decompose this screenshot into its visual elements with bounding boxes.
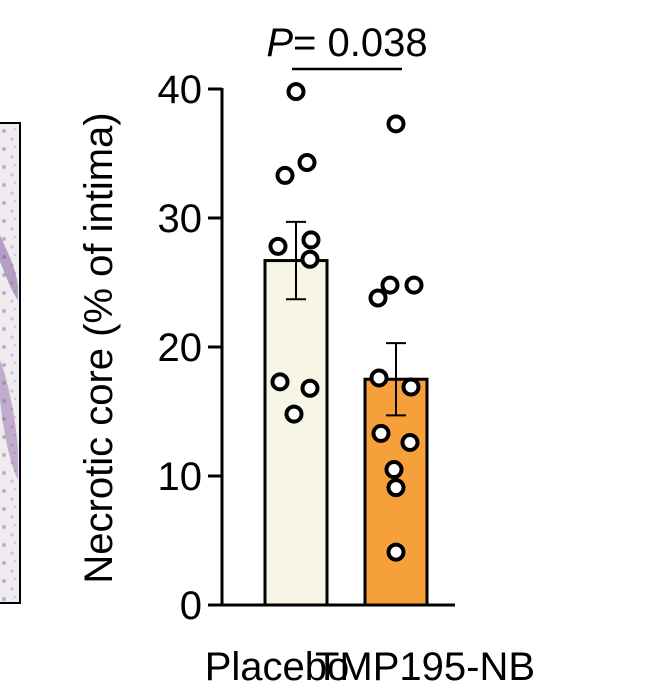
bar-placebo [263,259,329,607]
data-point [369,368,389,388]
p-value-symbol: P [266,21,293,65]
data-point [275,165,295,185]
data-point [300,249,320,269]
data-point [371,423,391,443]
plot-area [263,82,429,607]
data-point [286,82,306,102]
data-point [404,275,424,295]
data-point [268,236,288,256]
data-point [386,478,406,498]
x-tick-label-tmp195-nb: TMP195-NB [315,645,535,689]
y-tick-label-40: 40 [158,68,203,112]
data-point [401,377,421,397]
y-axis-label: Necrotic core (% of intima) [77,112,121,583]
data-point [284,404,304,424]
y-tick-label-0: 0 [180,584,202,628]
y-tick-label-20: 20 [158,326,203,370]
svg-text:P= 0.038: P= 0.038 [266,21,427,65]
data-point [380,275,400,295]
data-point [386,542,406,562]
significance-annotation: P= 0.038 [266,21,428,71]
axes: 0 10 20 30 40 [158,68,455,628]
histology-panel [0,122,21,604]
data-point [400,432,420,452]
data-point [300,378,320,398]
data-point [386,114,406,134]
data-point [301,230,321,250]
data-point [297,153,317,173]
data-point [270,372,290,392]
p-value-text: = 0.038 [293,21,428,65]
x-tick-label-placebo: Placebo [205,645,350,689]
y-tick-label-30: 30 [158,197,203,241]
y-tick-label-10: 10 [158,455,203,499]
data-point [384,460,404,480]
data-point [368,288,388,308]
